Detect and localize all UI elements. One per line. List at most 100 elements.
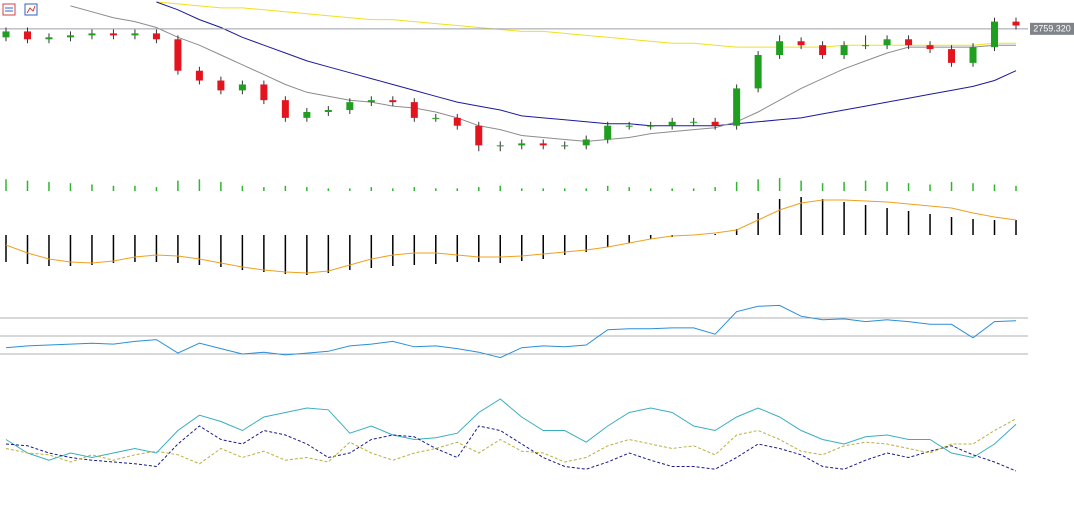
volume-bar [821,183,824,191]
candle [217,76,225,95]
volume-bar [91,184,93,191]
candle [238,80,246,95]
indicator-line [5,304,1017,359]
candle [518,139,526,150]
candle [88,29,96,40]
candle-body [1012,21,1020,26]
candle-body [475,125,483,146]
volume-bar [993,184,996,191]
volume-bar [778,178,781,191]
indicator-line [5,199,1017,274]
candle [346,98,354,114]
candle-body [346,102,354,110]
candle-body [819,45,827,55]
candle-body [23,31,31,40]
volume-bar [520,188,523,191]
volume-bar [349,188,351,191]
candle-body [647,125,655,127]
icon[interactable] [2,3,16,16]
volume-bar [950,181,953,191]
candle [109,29,117,40]
candle [819,41,827,59]
volume-bar [26,180,29,191]
candle [66,31,74,42]
candle-body [303,111,311,118]
candle-body [2,31,10,38]
candle-body [840,45,848,55]
volume-bar [177,180,179,191]
candle-body [88,33,96,36]
candle-body [625,125,633,127]
candle [410,98,418,122]
candle [432,113,440,122]
candle [754,51,762,93]
candle-body [711,121,719,126]
candle [582,135,590,150]
volume-bar [198,179,201,191]
candle [561,141,569,150]
candle [195,66,203,85]
candle-body [453,117,461,126]
volume-bar [220,181,222,191]
volume-bar [155,187,158,191]
candle [948,45,956,67]
volume-bar [48,181,50,191]
candle-body [776,41,784,55]
indicator-line [5,398,1017,461]
candle [991,17,999,52]
volume-bar [134,185,136,191]
volume-bar [585,188,587,191]
volume-bar [392,188,394,191]
volume-bar [843,181,845,191]
candle-body [281,100,289,118]
indicator-line [5,418,1017,465]
volume-bar [886,181,888,191]
volume-bar [714,187,716,191]
candle [23,27,31,44]
candle-body [518,143,526,146]
candle [969,43,977,67]
volume-bar [306,187,308,191]
volume-bar [692,188,695,191]
candle [303,108,311,122]
candle [1012,17,1020,30]
toolbar-icons[interactable] [2,3,38,16]
candle [926,41,934,54]
candle-body [238,84,246,91]
candle [2,27,10,42]
candle-body [604,125,612,140]
volume-bar [413,187,416,191]
volume-bar [542,188,544,191]
volume-bar [735,181,738,191]
candle-body [668,121,676,126]
candle-body [969,47,977,63]
candle-body [991,21,999,48]
candle [131,29,139,40]
volume-bar [628,187,630,191]
candle-body [66,35,74,38]
volume-bar [241,185,244,191]
volume-bar [5,179,7,191]
indicator-line [5,425,1017,472]
candle [281,96,289,122]
candle [797,37,805,50]
volume-bar [327,188,330,191]
candle [496,141,504,152]
candle-body [432,117,440,119]
volume-bar [435,188,437,191]
candle-body [152,33,160,40]
volume-bar [649,188,652,191]
candle [840,41,848,59]
candle-body [260,84,268,101]
candle [883,35,891,50]
volume-bar [972,183,974,191]
volume-bar [456,188,459,191]
price-label: 2759.320 [1033,24,1071,34]
icon-line [26,5,36,14]
candle-body [905,39,913,46]
volume-bar [907,183,910,191]
candle-body [217,80,225,91]
volume-bar [864,180,867,191]
candle-body [690,121,698,123]
